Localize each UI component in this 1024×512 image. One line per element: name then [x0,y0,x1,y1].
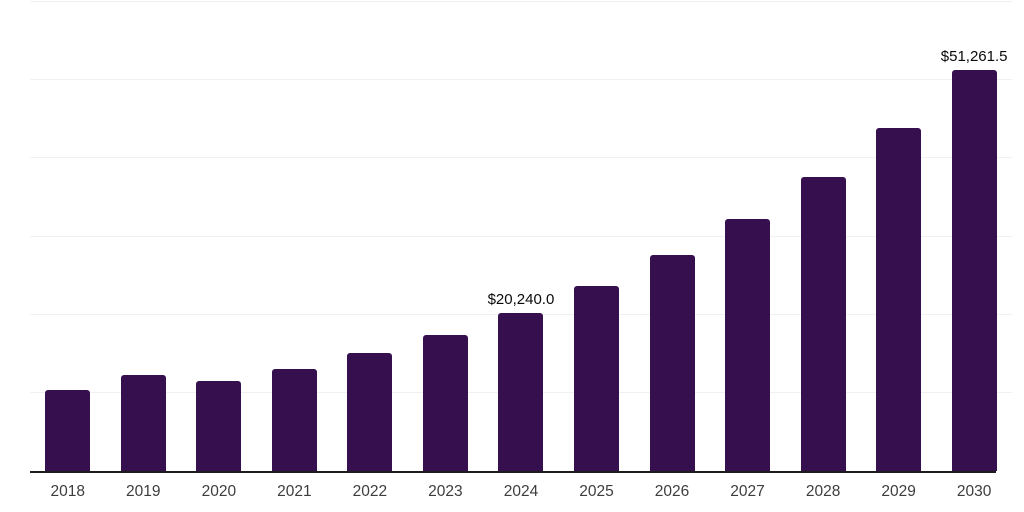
bar-slot-2019 [106,2,182,471]
bar-slot-2018 [30,2,106,471]
bar-slot-2020 [181,2,257,471]
x-tick-label-2018: 2018 [50,483,85,500]
bar-slot-2025 [559,2,635,471]
x-axis-labels: 2018 2019 2020 2021 2022 2023 2024 2025 2026 2027… [30,483,1012,501]
x-tick-label-2029: 2029 [881,483,916,500]
x-tick-label-2020: 2020 [201,483,237,500]
x-tick-label-2028: 2028 [805,483,841,500]
x-tick-label-2021: 2021 [277,483,312,500]
bar-2025 [573,286,619,471]
bar-slot-2021 [257,2,333,471]
bars-row: $20,240.0 $51,261.5 [30,2,1012,471]
x-axis-line [30,471,996,473]
x-tick-label-2022: 2022 [352,483,388,500]
data-label-2024: $20,240.0 [487,290,555,308]
x-tick-label-2025: 2025 [579,483,614,500]
bar-2022 [347,352,393,471]
bar-slot-2028 [785,2,861,471]
bar-2026 [649,255,695,471]
x-tick-label-2023: 2023 [428,483,463,500]
bar-slot-2026 [634,2,710,471]
bar-slot-2022 [332,2,408,471]
bar-slot-2030: $51,261.5 [936,2,1012,471]
gridline-50000 [30,79,1012,81]
gridline-30000 [30,235,1012,237]
x-tick-label-2026: 2026 [654,483,690,500]
gridline-40000 [30,157,1012,159]
x-tick-label-2027: 2027 [730,483,765,500]
bar-slot-2027 [710,2,786,471]
bar-slot-2029 [861,2,937,471]
bar-2030 [951,70,997,471]
bar-2023 [422,334,468,471]
x-tick-label-2019: 2019 [126,483,161,500]
bar-2020 [196,381,242,471]
bar-2027 [725,219,771,471]
bar-slot-2023 [408,2,484,471]
data-label-2030: $51,261.5 [940,48,1008,66]
x-tick-label-2024: 2024 [503,483,539,500]
bar-2029 [876,127,922,471]
bar-2019 [120,375,166,471]
bar-2021 [271,369,317,471]
bar-2028 [800,177,846,471]
x-tick-label-2030: 2030 [956,483,992,500]
bar-2024 [498,312,544,471]
plot-area: $20,240.0 $51,261.5 [30,1,1012,471]
bar-slot-2024: $20,240.0 [483,2,559,471]
bar-2018 [45,389,91,471]
gridline-60000 [30,1,1012,2]
